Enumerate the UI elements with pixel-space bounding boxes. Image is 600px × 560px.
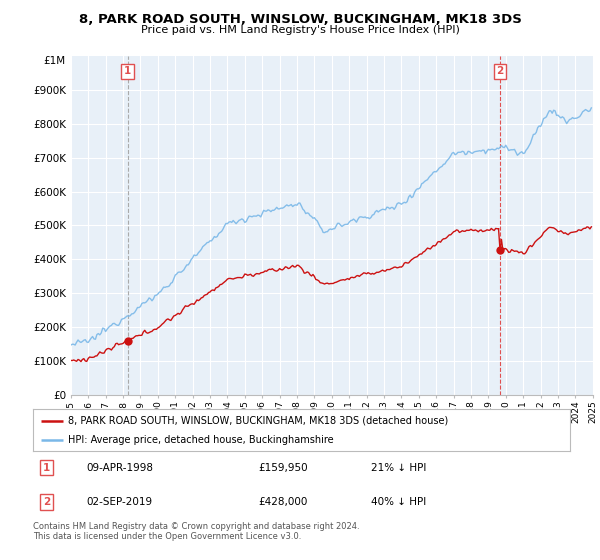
Text: Price paid vs. HM Land Registry's House Price Index (HPI): Price paid vs. HM Land Registry's House … xyxy=(140,25,460,35)
Text: 1: 1 xyxy=(43,463,50,473)
Text: £159,950: £159,950 xyxy=(259,463,308,473)
Text: 09-APR-1998: 09-APR-1998 xyxy=(87,463,154,473)
Text: £428,000: £428,000 xyxy=(259,497,308,507)
Text: 1: 1 xyxy=(124,66,131,76)
Text: 2: 2 xyxy=(43,497,50,507)
Text: £1M: £1M xyxy=(43,56,65,66)
Text: HPI: Average price, detached house, Buckinghamshire: HPI: Average price, detached house, Buck… xyxy=(68,435,334,445)
Text: 8, PARK ROAD SOUTH, WINSLOW, BUCKINGHAM, MK18 3DS: 8, PARK ROAD SOUTH, WINSLOW, BUCKINGHAM,… xyxy=(79,13,521,26)
Text: 40% ↓ HPI: 40% ↓ HPI xyxy=(371,497,427,507)
Text: Contains HM Land Registry data © Crown copyright and database right 2024.
This d: Contains HM Land Registry data © Crown c… xyxy=(33,522,359,542)
Text: 21% ↓ HPI: 21% ↓ HPI xyxy=(371,463,427,473)
Text: 02-SEP-2019: 02-SEP-2019 xyxy=(87,497,153,507)
Text: 8, PARK ROAD SOUTH, WINSLOW, BUCKINGHAM, MK18 3DS (detached house): 8, PARK ROAD SOUTH, WINSLOW, BUCKINGHAM,… xyxy=(68,416,448,426)
Text: 2: 2 xyxy=(496,66,503,76)
